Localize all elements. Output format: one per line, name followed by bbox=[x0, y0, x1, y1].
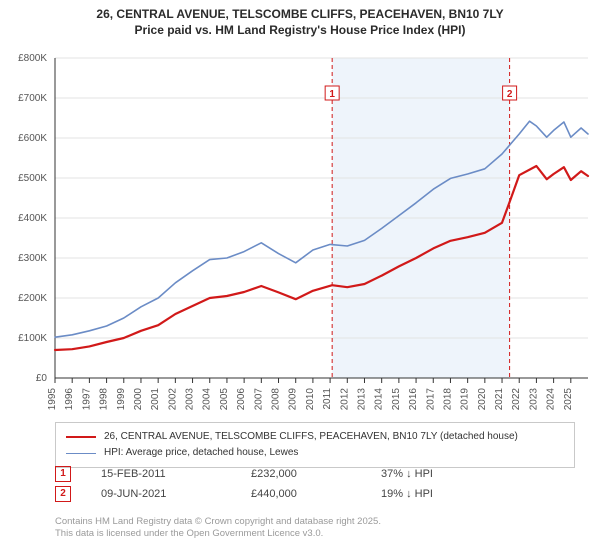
svg-text:£300K: £300K bbox=[18, 253, 47, 264]
svg-text:2017: 2017 bbox=[425, 388, 436, 411]
chart-plot-area: £0 £100K £200K £300K £400K £500K £600K £700K £80… bbox=[0, 48, 598, 418]
chart-credits: Contains HM Land Registry data © Crown c… bbox=[55, 516, 575, 541]
legend: 26, CENTRAL AVENUE, TELSCOMBE CLIFFS, PE… bbox=[55, 422, 575, 468]
svg-text:2020: 2020 bbox=[477, 388, 488, 411]
svg-text:2023: 2023 bbox=[528, 388, 539, 411]
event-marker-1: 1 bbox=[55, 466, 71, 482]
title-line-2: Price paid vs. HM Land Registry's House … bbox=[10, 22, 590, 38]
svg-text:£800K: £800K bbox=[18, 53, 47, 64]
chart-svg: £0 £100K £200K £300K £400K £500K £600K £700K £80… bbox=[0, 48, 598, 418]
svg-text:2011: 2011 bbox=[322, 388, 333, 410]
svg-text:2022: 2022 bbox=[511, 388, 522, 411]
svg-text:2001: 2001 bbox=[150, 388, 161, 411]
credits-line-2: This data is licensed under the Open Gov… bbox=[55, 528, 575, 540]
legend-label-2: HPI: Average price, detached house, Lewe… bbox=[104, 445, 298, 461]
legend-row-series-1: 26, CENTRAL AVENUE, TELSCOMBE CLIFFS, PE… bbox=[66, 429, 564, 445]
svg-text:1999: 1999 bbox=[116, 388, 127, 411]
chart-container: { "title": { "line1": "26, CENTRAL AVENU… bbox=[0, 0, 600, 560]
svg-text:1996: 1996 bbox=[64, 388, 75, 411]
legend-swatch-1 bbox=[66, 436, 96, 438]
event-marker-2: 2 bbox=[55, 486, 71, 502]
chart-title: 26, CENTRAL AVENUE, TELSCOMBE CLIFFS, PE… bbox=[0, 0, 600, 38]
svg-text:2018: 2018 bbox=[442, 388, 453, 411]
svg-text:2021: 2021 bbox=[494, 388, 505, 411]
svg-text:2002: 2002 bbox=[167, 388, 178, 411]
svg-text:2: 2 bbox=[507, 89, 513, 100]
event-row-2: 2 09-JUN-2021 £440,000 19% ↓ HPI bbox=[55, 486, 575, 502]
svg-text:2007: 2007 bbox=[253, 388, 264, 411]
svg-text:2005: 2005 bbox=[219, 388, 230, 411]
svg-text:1995: 1995 bbox=[47, 388, 58, 411]
svg-text:2019: 2019 bbox=[460, 388, 471, 411]
svg-text:2008: 2008 bbox=[271, 388, 282, 411]
event-price-1: £232,000 bbox=[251, 468, 381, 480]
svg-text:£400K: £400K bbox=[18, 213, 47, 224]
svg-text:2016: 2016 bbox=[408, 388, 419, 411]
svg-text:£0: £0 bbox=[36, 373, 48, 384]
svg-text:2004: 2004 bbox=[202, 388, 213, 411]
svg-text:2003: 2003 bbox=[185, 388, 196, 411]
event-row-1: 1 15-FEB-2011 £232,000 37% ↓ HPI bbox=[55, 466, 575, 482]
event-date-2: 09-JUN-2021 bbox=[101, 488, 251, 500]
legend-label-1: 26, CENTRAL AVENUE, TELSCOMBE CLIFFS, PE… bbox=[104, 429, 518, 445]
svg-text:2000: 2000 bbox=[133, 388, 144, 411]
svg-text:£200K: £200K bbox=[18, 293, 47, 304]
svg-text:2013: 2013 bbox=[356, 388, 367, 411]
credits-line-1: Contains HM Land Registry data © Crown c… bbox=[55, 516, 575, 528]
legend-swatch-2 bbox=[66, 453, 96, 454]
title-line-1: 26, CENTRAL AVENUE, TELSCOMBE CLIFFS, PE… bbox=[10, 6, 590, 22]
event-delta-1: 37% ↓ HPI bbox=[381, 468, 521, 480]
svg-text:2014: 2014 bbox=[374, 388, 385, 411]
svg-text:2010: 2010 bbox=[305, 388, 316, 411]
svg-text:£700K: £700K bbox=[18, 93, 47, 104]
svg-text:1: 1 bbox=[329, 89, 335, 100]
svg-text:£500K: £500K bbox=[18, 173, 47, 184]
svg-text:2024: 2024 bbox=[546, 388, 557, 411]
svg-text:2009: 2009 bbox=[288, 388, 299, 411]
svg-text:£100K: £100K bbox=[18, 333, 47, 344]
svg-text:2025: 2025 bbox=[563, 388, 574, 411]
svg-text:1997: 1997 bbox=[81, 388, 92, 411]
legend-row-series-2: HPI: Average price, detached house, Lewe… bbox=[66, 445, 564, 461]
event-price-2: £440,000 bbox=[251, 488, 381, 500]
event-delta-2: 19% ↓ HPI bbox=[381, 488, 521, 500]
svg-text:2015: 2015 bbox=[391, 388, 402, 411]
svg-text:1998: 1998 bbox=[99, 388, 110, 411]
event-date-1: 15-FEB-2011 bbox=[101, 468, 251, 480]
svg-text:2006: 2006 bbox=[236, 388, 247, 411]
event-points-table: 1 15-FEB-2011 £232,000 37% ↓ HPI 2 09-JU… bbox=[55, 466, 575, 506]
svg-text:2012: 2012 bbox=[339, 388, 350, 411]
svg-text:£600K: £600K bbox=[18, 133, 47, 144]
